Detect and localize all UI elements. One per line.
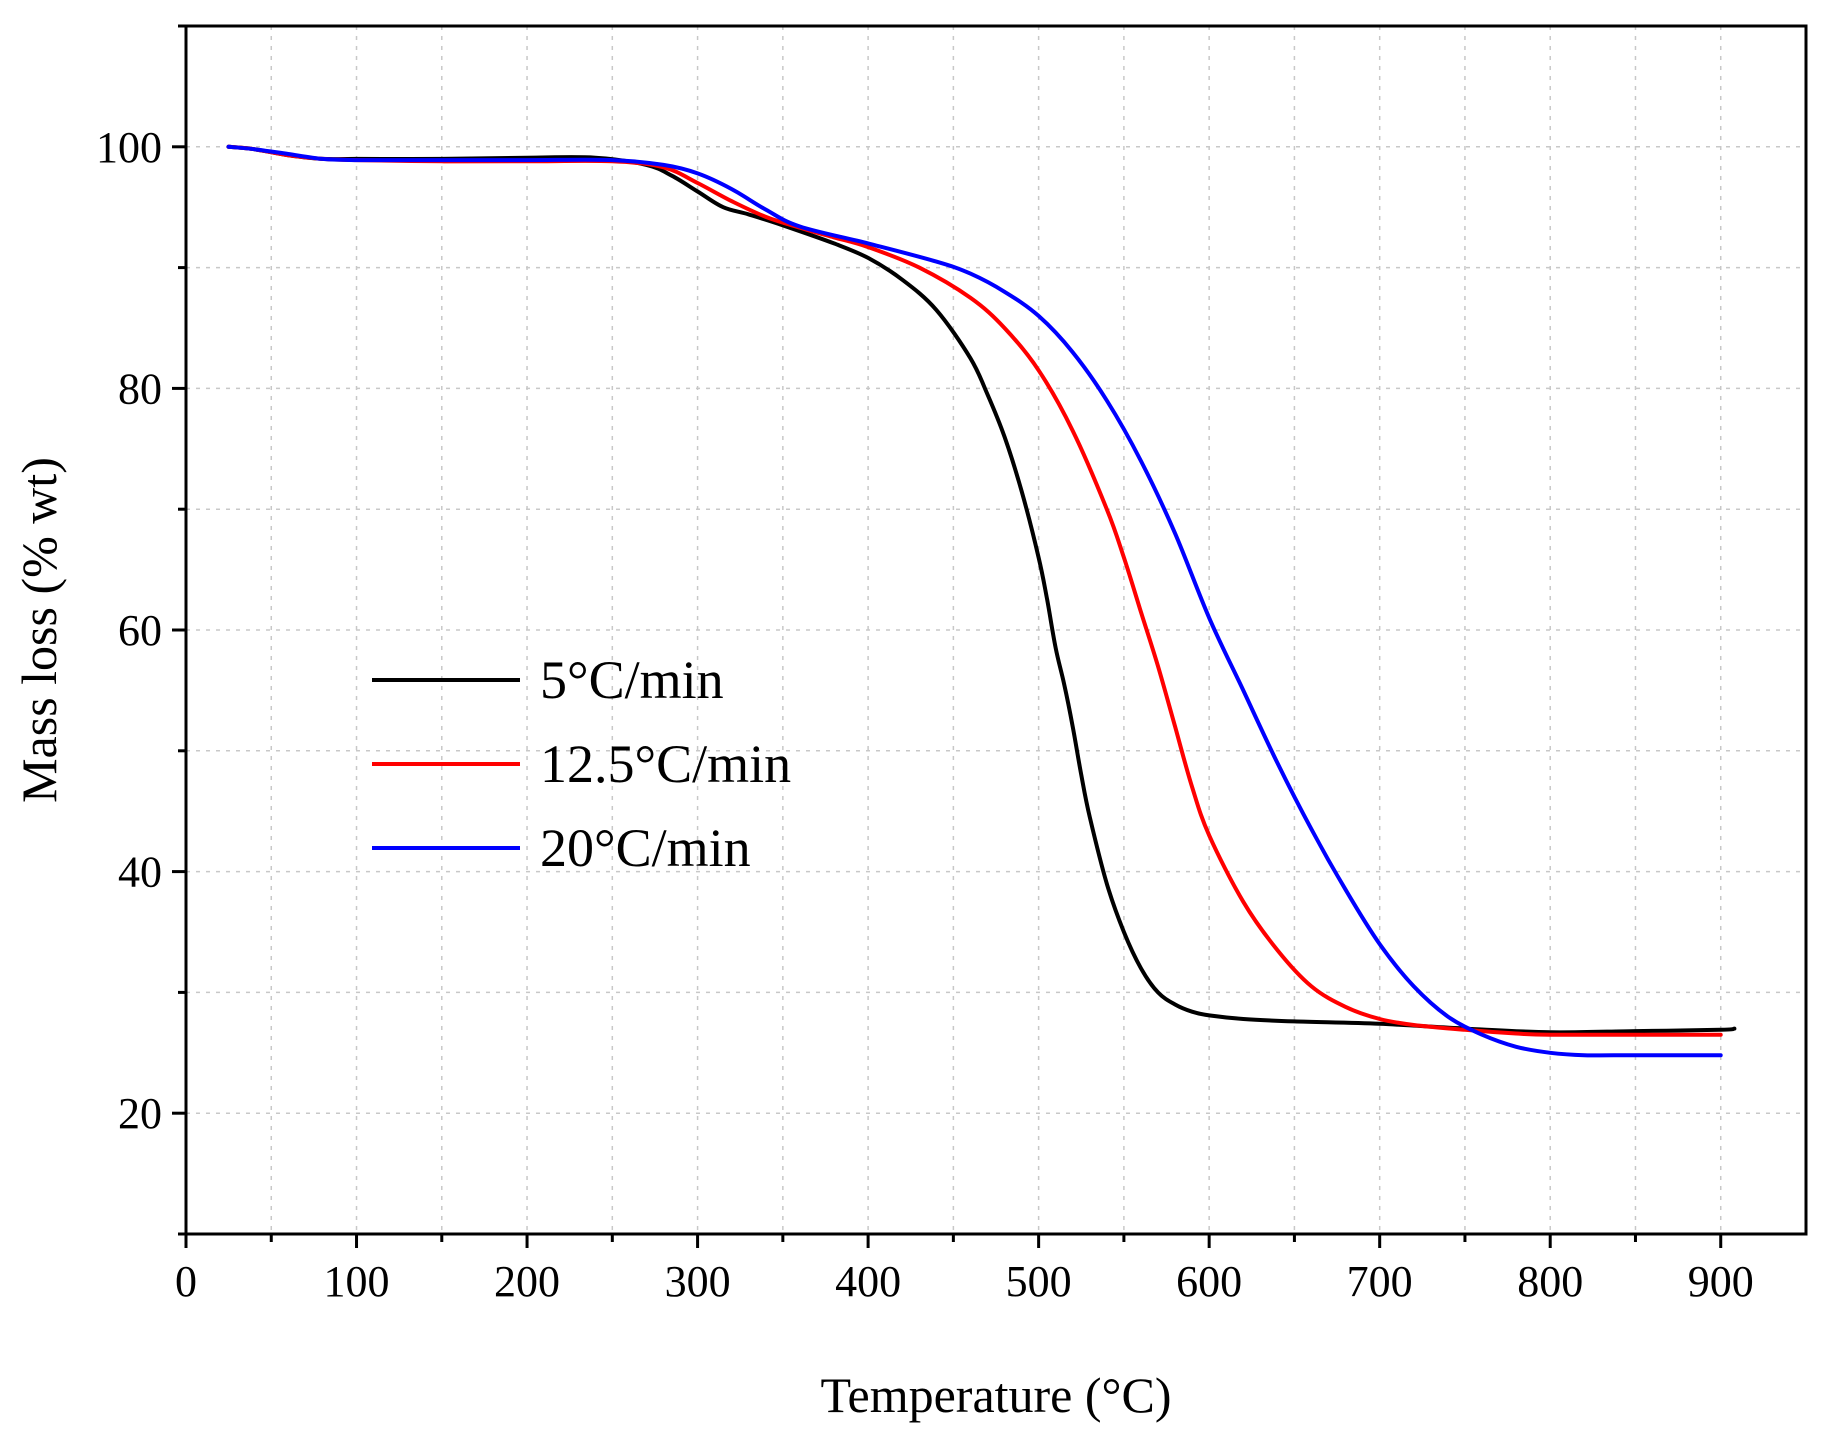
x-tick-label: 500	[1006, 1257, 1072, 1306]
x-tick-label: 700	[1347, 1257, 1413, 1306]
legend: 5°C/min 12.5°C/min 20°C/min	[372, 650, 791, 878]
legend-label-2: 12.5°C/min	[540, 734, 791, 794]
x-tick-label: 800	[1517, 1257, 1583, 1306]
y-axis-label: Mass loss (% wt)	[11, 457, 67, 803]
legend-label-3: 20°C/min	[540, 818, 751, 878]
tick-labels: 0 100 200 300 400 500 600 700 800 900 20 40 60 80 100	[96, 123, 1754, 1306]
legend-label-1: 5°C/min	[540, 650, 724, 710]
x-tick-label: 100	[324, 1257, 390, 1306]
series-line-1	[226, 144, 1737, 1035]
x-tick-label: 0	[175, 1257, 197, 1306]
x-tick-label: 600	[1176, 1257, 1242, 1306]
y-tick-label: 20	[118, 1089, 162, 1138]
series-group	[226, 144, 1737, 1058]
x-tick-label: 400	[835, 1257, 901, 1306]
x-axis-label: Temperature (°C)	[820, 1367, 1171, 1423]
y-tick-label: 60	[118, 606, 162, 655]
y-tick-label: 100	[96, 123, 162, 172]
series-line-3	[226, 144, 1723, 1058]
series-line-2	[226, 144, 1723, 1037]
axis-ticks	[172, 24, 1723, 1248]
y-tick-label: 40	[118, 848, 162, 897]
x-tick-label: 200	[494, 1257, 560, 1306]
x-tick-label: 300	[665, 1257, 731, 1306]
x-tick-label: 900	[1688, 1257, 1754, 1306]
grid	[186, 26, 1806, 1234]
y-tick-label: 80	[118, 364, 162, 413]
